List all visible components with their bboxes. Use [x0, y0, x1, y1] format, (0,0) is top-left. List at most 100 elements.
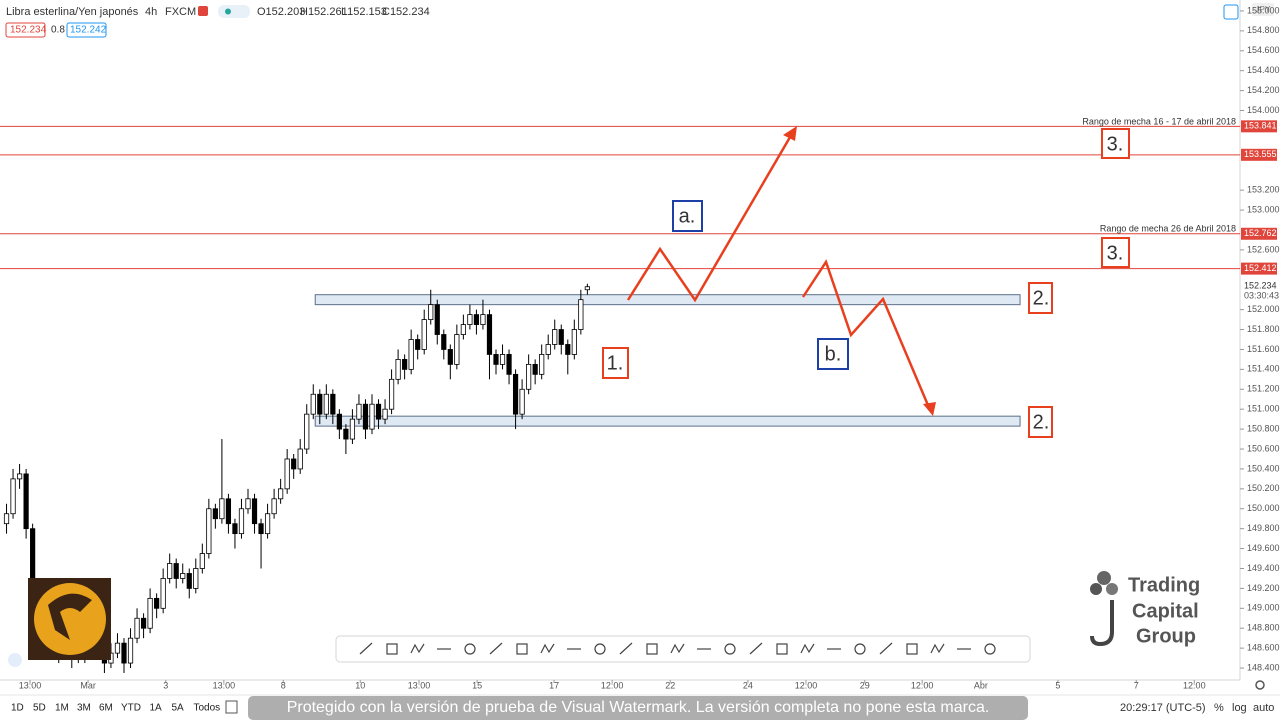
tool-icon[interactable]: [879, 642, 893, 655]
x-tick-label: 22: [665, 680, 675, 690]
tool-icon[interactable]: [800, 643, 815, 654]
range-button[interactable]: 1D: [11, 703, 24, 714]
tool-icon[interactable]: [930, 643, 945, 654]
x-tick-label: 12:00: [795, 680, 818, 690]
level-label-box: [1241, 262, 1277, 275]
candle-body: [121, 642, 127, 664]
currency: JPY: [1256, 5, 1271, 14]
tool-icon[interactable]: [906, 643, 918, 655]
auto-toggle[interactable]: auto: [1253, 702, 1274, 714]
range-button[interactable]: 6M: [99, 703, 113, 714]
candle-body: [297, 448, 303, 470]
tool-icon[interactable]: [619, 642, 633, 655]
candle-body: [180, 573, 186, 579]
annotation-text: Rango de mecha 26 de Abril 2018: [1100, 223, 1236, 233]
zone: [314, 415, 1021, 427]
candle-body: [3, 513, 10, 525]
y-tick-label: 151.000: [1247, 404, 1280, 414]
range-button[interactable]: 1A: [150, 703, 163, 714]
tool-icon[interactable]: [724, 643, 736, 655]
status-dot: [225, 8, 231, 15]
tool-icon[interactable]: [670, 643, 685, 654]
percent-toggle[interactable]: %: [1214, 702, 1224, 714]
logo-text: Capital: [1132, 600, 1199, 622]
candle-body: [375, 403, 382, 420]
x-tick-label: 15: [472, 680, 482, 690]
zone: [314, 294, 1021, 306]
tool-icon[interactable]: [410, 643, 425, 654]
arrow-head: [923, 402, 936, 416]
range-button[interactable]: 5D: [33, 703, 46, 714]
label-box: [1028, 406, 1053, 438]
bid-box[interactable]: [5, 22, 46, 38]
candle-body: [271, 498, 277, 515]
candle-body: [356, 403, 362, 420]
tool-icon[interactable]: [386, 643, 398, 655]
label: 3.: [1107, 133, 1124, 155]
ask-box[interactable]: [66, 22, 107, 38]
tool-icon[interactable]: [464, 643, 476, 655]
candle-body: [467, 314, 473, 325]
tool-icon[interactable]: [776, 643, 788, 655]
level-label: 153.841: [1244, 121, 1277, 131]
logo-mark: [1106, 583, 1118, 595]
candle-body: [251, 498, 258, 525]
logo-mark: [1090, 583, 1102, 595]
range-button[interactable]: 3M: [77, 703, 91, 714]
settings-button[interactable]: [1223, 4, 1239, 20]
candle-body: [343, 428, 349, 440]
tool-icon[interactable]: [749, 642, 763, 655]
candle-body: [532, 363, 538, 375]
tool-icon[interactable]: [594, 643, 606, 655]
tool-icon[interactable]: [489, 642, 503, 655]
candle-body: [447, 349, 453, 365]
range-button[interactable]: YTD: [121, 703, 141, 714]
y-tick-label: 150.000: [1247, 503, 1280, 513]
candle-body: [558, 329, 564, 345]
label: a.: [679, 205, 696, 227]
annotation-text: Rango de mecha 16 - 17 de abril 2018: [1082, 116, 1236, 126]
tool-icon[interactable]: [540, 643, 555, 654]
candle-body: [16, 473, 23, 480]
label: 3.: [1107, 242, 1124, 264]
tv-logo[interactable]: [8, 653, 22, 667]
bid: 152.234: [10, 25, 47, 36]
tool-icon[interactable]: [984, 643, 996, 655]
candle-body: [526, 363, 532, 390]
candle-body: [140, 617, 147, 629]
candle-body: [134, 617, 140, 639]
candle-body: [388, 378, 395, 410]
tool-icon[interactable]: [516, 643, 528, 655]
y-tick-label: 148.400: [1247, 662, 1280, 672]
tool-icon[interactable]: [359, 642, 373, 655]
date-range-icon[interactable]: [225, 700, 238, 714]
axis-settings[interactable]: [1255, 680, 1265, 690]
candle-body: [506, 354, 512, 375]
market-status: [218, 5, 250, 18]
currency-box: [1252, 3, 1274, 16]
x-tick-label: Abr: [974, 680, 988, 690]
candle-body: [193, 568, 199, 589]
y-tick-label: 153.000: [1247, 204, 1280, 214]
candle-body: [304, 413, 310, 450]
candle-body: [349, 418, 356, 440]
candle-body: [258, 523, 264, 535]
tool-icon[interactable]: [646, 643, 658, 655]
range-button[interactable]: 5A: [172, 703, 185, 714]
candle-body: [10, 478, 16, 515]
spread: 0.8: [51, 25, 65, 36]
candle-body: [369, 403, 375, 430]
y-tick-label: 151.400: [1247, 364, 1280, 374]
status-icon[interactable]: [198, 6, 208, 16]
candle-body: [330, 393, 336, 415]
candle-body: [147, 597, 153, 629]
y-tick-label: 151.800: [1247, 324, 1280, 334]
candle-body: [441, 334, 447, 350]
label: 2.: [1033, 411, 1050, 433]
symbol: Libra esterlina/Yen japonés: [6, 6, 139, 18]
tool-icon[interactable]: [854, 643, 866, 655]
log-toggle[interactable]: log: [1232, 702, 1247, 714]
range-button[interactable]: 1M: [55, 703, 69, 714]
range-button[interactable]: Todos: [194, 703, 221, 714]
